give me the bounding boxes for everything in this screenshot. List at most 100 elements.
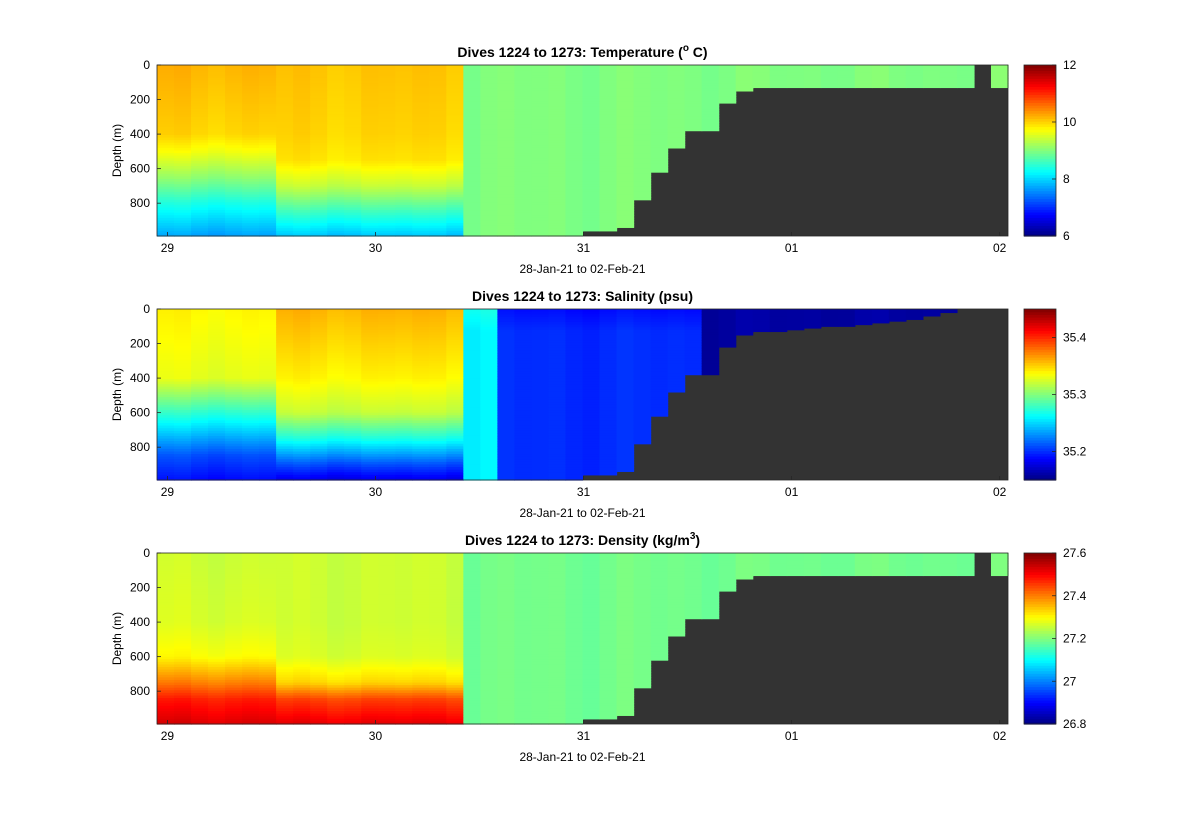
data-cell [293, 230, 311, 235]
data-cell [225, 129, 243, 133]
data-cell [344, 438, 362, 442]
data-cell [480, 402, 498, 406]
data-cell [395, 166, 413, 170]
data-cell [276, 410, 294, 414]
data-cell [310, 428, 328, 432]
data-cell [888, 80, 907, 84]
data-cell [990, 72, 1009, 76]
data-cell [769, 72, 788, 76]
data-cell [582, 189, 601, 193]
data-cell [344, 158, 362, 162]
data-cell [565, 404, 584, 409]
data-cell [395, 142, 413, 146]
data-cell [718, 342, 737, 346]
data-cell [412, 469, 430, 473]
data-cell [259, 329, 277, 333]
data-cell [531, 101, 550, 105]
data-cell [650, 142, 669, 146]
data-cell [259, 448, 277, 453]
data-cell [395, 106, 413, 110]
data-cell [633, 360, 652, 365]
data-cell [378, 430, 396, 434]
data-cell [395, 212, 413, 216]
data-cell [293, 347, 311, 352]
colorbar-segment [1024, 439, 1056, 444]
data-cell [429, 173, 447, 178]
data-cell [242, 656, 260, 660]
data-cell [412, 163, 430, 167]
data-cell [956, 77, 975, 82]
data-cell [616, 435, 635, 440]
data-cell [548, 184, 567, 188]
data-cell [429, 202, 447, 206]
data-cell [242, 332, 260, 336]
data-cell [446, 215, 464, 219]
data-cell [242, 212, 260, 216]
data-cell [327, 353, 345, 357]
data-cell [429, 132, 447, 136]
data-cell [463, 223, 481, 227]
data-cell [361, 176, 379, 180]
data-cell [174, 212, 192, 216]
data-cell [344, 150, 362, 154]
data-cell [191, 555, 209, 559]
data-cell [378, 83, 396, 87]
data-cell [225, 586, 243, 590]
data-cell [446, 451, 464, 455]
data-cell [191, 140, 209, 144]
data-cell [310, 337, 328, 341]
data-cell [225, 150, 243, 154]
data-cell [378, 397, 396, 401]
data-cell [548, 438, 567, 442]
data-cell [361, 399, 379, 403]
data-cell [514, 158, 533, 162]
data-cell [599, 220, 618, 224]
data-cell [582, 402, 601, 406]
data-cell [208, 309, 226, 313]
data-cell [480, 122, 498, 126]
data-cell [684, 80, 703, 84]
data-cell [191, 311, 209, 315]
data-cell [293, 129, 311, 133]
data-cell [633, 363, 652, 367]
data-cell [480, 181, 498, 185]
data-cell [225, 459, 243, 463]
data-cell [531, 441, 550, 445]
data-cell [514, 363, 533, 367]
data-cell [344, 124, 362, 128]
data-cell [225, 316, 243, 320]
data-cell [242, 456, 260, 460]
data-cell [242, 134, 260, 139]
data-cell [956, 83, 975, 87]
data-cell [157, 168, 175, 172]
data-cell [361, 173, 379, 178]
data-cell [531, 129, 550, 133]
data-cell [174, 358, 192, 362]
data-cell [616, 80, 635, 84]
data-cell [701, 114, 720, 118]
data-cell [633, 329, 652, 333]
data-cell [276, 202, 294, 206]
data-cell [361, 90, 379, 95]
data-cell [650, 83, 669, 87]
data-cell [208, 176, 226, 180]
data-cell [395, 417, 413, 422]
data-cell [548, 67, 567, 71]
data-cell [633, 391, 652, 396]
data-cell [293, 412, 311, 416]
data-cell [157, 98, 175, 102]
data-cell [378, 347, 396, 352]
data-cell [701, 358, 720, 362]
data-cell [157, 109, 175, 113]
data-cell [208, 197, 226, 201]
data-cell [531, 77, 550, 82]
data-cell [429, 410, 447, 414]
data-cell [157, 607, 175, 611]
data-cell [344, 189, 362, 193]
data-cell [769, 309, 788, 313]
data-cell [395, 70, 413, 74]
data-cell [361, 184, 379, 188]
data-cell [480, 381, 498, 385]
data-cell [395, 90, 413, 95]
data-cell [293, 311, 311, 315]
